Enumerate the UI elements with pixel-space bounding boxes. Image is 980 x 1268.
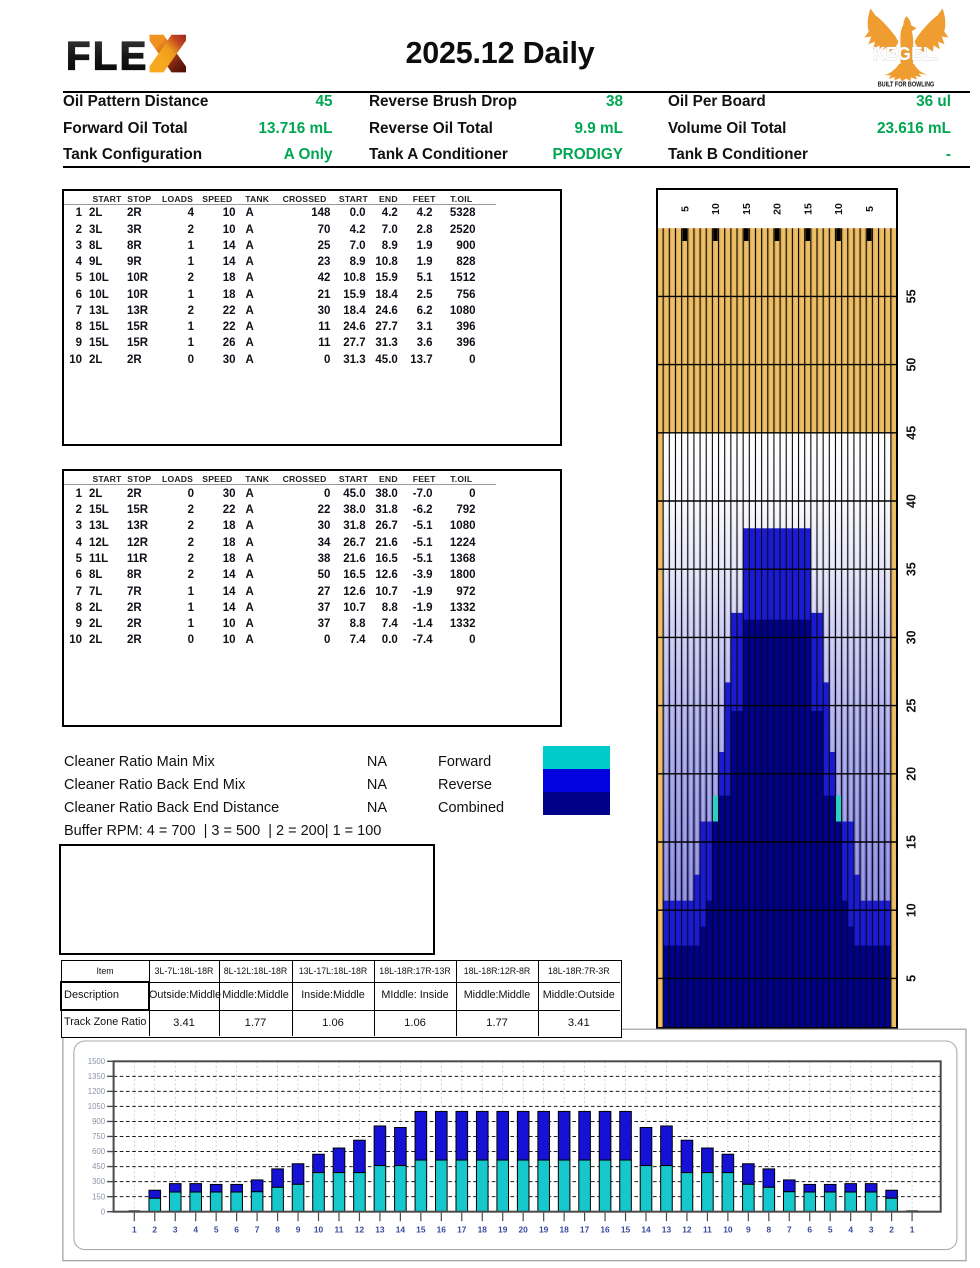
svg-text:15: 15	[905, 835, 919, 849]
svg-text:BUILT FOR BOWLING: BUILT FOR BOWLING	[878, 80, 935, 89]
svg-text:10: 10	[314, 1225, 324, 1235]
svg-text:15: 15	[802, 203, 814, 215]
svg-text:15: 15	[621, 1225, 631, 1235]
svg-text:5: 5	[864, 206, 876, 212]
svg-text:0: 0	[101, 1207, 106, 1216]
svg-text:15: 15	[416, 1225, 426, 1235]
svg-text:16: 16	[600, 1225, 610, 1235]
svg-text:6: 6	[807, 1225, 812, 1235]
svg-text:1350: 1350	[88, 1072, 106, 1081]
svg-text:KEGEL.: KEGEL.	[873, 43, 939, 64]
svg-text:45: 45	[905, 426, 919, 440]
svg-text:3: 3	[869, 1225, 874, 1235]
svg-text:10: 10	[833, 203, 845, 215]
svg-text:2: 2	[152, 1225, 157, 1235]
svg-text:1050: 1050	[88, 1102, 106, 1111]
svg-text:5: 5	[828, 1225, 833, 1235]
svg-text:9: 9	[746, 1225, 751, 1235]
svg-text:12: 12	[355, 1225, 365, 1235]
svg-text:19: 19	[498, 1225, 508, 1235]
svg-text:300: 300	[92, 1177, 106, 1186]
svg-text:1200: 1200	[88, 1087, 106, 1096]
svg-text:8: 8	[275, 1225, 280, 1235]
svg-text:25: 25	[905, 699, 919, 713]
svg-text:10: 10	[710, 203, 722, 215]
svg-text:150: 150	[92, 1192, 106, 1201]
svg-text:8: 8	[766, 1225, 771, 1235]
svg-text:2: 2	[889, 1225, 894, 1235]
svg-text:35: 35	[905, 562, 919, 576]
svg-text:9: 9	[296, 1225, 301, 1235]
svg-text:19: 19	[539, 1225, 549, 1235]
svg-text:20: 20	[905, 767, 919, 781]
svg-text:1: 1	[132, 1225, 137, 1235]
svg-text:7: 7	[255, 1225, 260, 1235]
svg-text:30: 30	[905, 630, 919, 644]
svg-text:11: 11	[335, 1225, 344, 1235]
svg-text:13: 13	[662, 1225, 672, 1235]
svg-text:55: 55	[905, 289, 919, 303]
svg-text:17: 17	[580, 1225, 590, 1235]
svg-text:12: 12	[682, 1225, 692, 1235]
svg-text:450: 450	[92, 1162, 106, 1171]
svg-text:11: 11	[703, 1225, 712, 1235]
svg-text:5: 5	[905, 975, 919, 982]
svg-text:1: 1	[910, 1225, 915, 1235]
svg-text:16: 16	[437, 1225, 447, 1235]
svg-text:750: 750	[92, 1132, 106, 1141]
svg-text:900: 900	[92, 1117, 106, 1126]
svg-text:14: 14	[396, 1225, 406, 1235]
svg-text:18: 18	[478, 1225, 488, 1235]
svg-text:20: 20	[772, 203, 784, 215]
svg-text:1500: 1500	[88, 1057, 106, 1066]
svg-text:5: 5	[214, 1225, 219, 1235]
svg-text:10: 10	[905, 903, 919, 917]
svg-text:6: 6	[234, 1225, 239, 1235]
svg-text:4: 4	[193, 1225, 198, 1235]
svg-text:15: 15	[741, 203, 753, 215]
svg-text:10: 10	[723, 1225, 733, 1235]
svg-text:20: 20	[519, 1225, 529, 1235]
svg-text:13: 13	[375, 1225, 385, 1235]
svg-text:4: 4	[848, 1225, 853, 1235]
svg-text:17: 17	[457, 1225, 467, 1235]
svg-text:18: 18	[559, 1225, 569, 1235]
svg-text:3: 3	[173, 1225, 178, 1235]
svg-text:40: 40	[905, 494, 919, 508]
svg-text:14: 14	[641, 1225, 651, 1235]
svg-text:600: 600	[92, 1147, 106, 1156]
svg-text:50: 50	[905, 358, 919, 372]
svg-text:5: 5	[679, 206, 691, 212]
svg-text:FLE: FLE	[66, 35, 149, 79]
svg-text:7: 7	[787, 1225, 792, 1235]
